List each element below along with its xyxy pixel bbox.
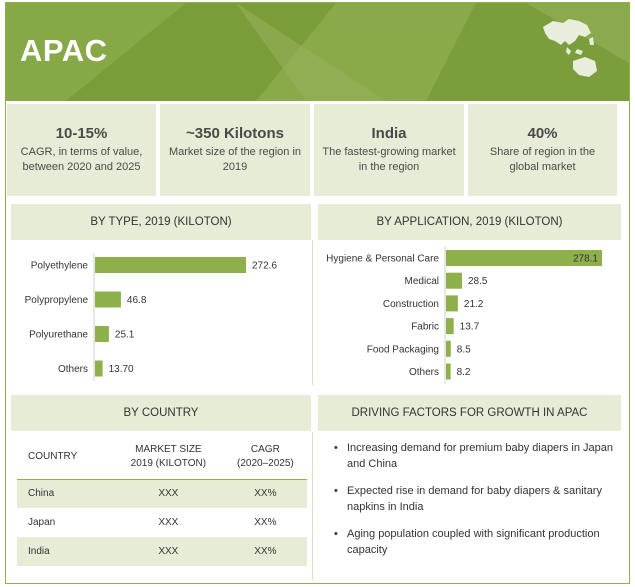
bar [446, 250, 602, 266]
kpi-fastest-growing: India The fastest-growing market in the … [314, 104, 464, 196]
kpi-value: 10-15% [55, 125, 108, 142]
value-label: 278.1 [573, 254, 598, 265]
category-label: Fabric [411, 322, 439, 333]
by-application-chart: Hygiene & Personal Care 278.1 Medical 28.5 C… [326, 246, 602, 384]
country-cell: India [17, 537, 113, 566]
kpi-row: 10-15% CAGR, in terms of value, between … [7, 104, 617, 196]
category-label: Polyethylene [31, 261, 89, 272]
column-divider [312, 432, 313, 580]
kpi-caption: CAGR, in terms of value, between 2020 an… [20, 146, 143, 173]
kpi-share: 40% Share of region in the global market [468, 104, 617, 196]
cagr-cell: XX% [223, 537, 307, 566]
by-type-chart: Polyethylene 272.6 Polypropylene 46.8 Polyur… [25, 253, 277, 381]
by-country-heading: BY COUNTRY [11, 395, 311, 431]
column-divider [312, 240, 313, 385]
infographic-frame: APAC [5, 2, 630, 584]
bar [95, 326, 109, 342]
by-type-heading: BY TYPE, 2019 (KILOTON) [11, 204, 311, 240]
value-label: 13.7 [460, 322, 480, 333]
list-item: Increasing demand for premium baby diape… [333, 440, 613, 472]
market-size-cell: XXX [158, 517, 179, 528]
country-table: COUNTRY MARKET SIZE 2019 (KILOTON) CAGR … [17, 435, 307, 566]
value-label: 8.2 [457, 367, 471, 378]
bar [95, 257, 246, 273]
table-row: Japan XXX XX% [17, 508, 307, 537]
list-item: Expected rise in demand for baby diapers… [333, 483, 613, 515]
category-label: Hygiene & Personal Care [326, 254, 439, 265]
bar [446, 363, 451, 380]
category-label: Medical [405, 276, 439, 287]
market-size-cell: XXX [113, 479, 224, 508]
value-label: 46.8 [127, 295, 147, 306]
value-label: 272.6 [252, 261, 277, 272]
value-label: 8.5 [457, 344, 471, 355]
category-label: Food Packaging [367, 344, 439, 355]
bar [446, 272, 462, 289]
country-cell: Japan [28, 517, 56, 528]
category-label: Polyurethane [29, 330, 88, 341]
table-row: India XXX XX% [17, 537, 307, 566]
cagr-cell: XX% [223, 479, 307, 508]
bar [95, 360, 103, 377]
table-header-row: COUNTRY MARKET SIZE 2019 (KILOTON) CAGR … [17, 435, 307, 480]
category-label: Others [409, 367, 439, 378]
kpi-cagr: 10-15% CAGR, in terms of value, between … [7, 104, 156, 196]
bar [446, 295, 458, 312]
column-header-market-size: MARKET SIZE 2019 (KILOTON) [113, 435, 224, 480]
kpi-value: India [371, 125, 407, 142]
header-banner: APAC [6, 3, 629, 101]
table-row: China XXX XX% [17, 479, 307, 508]
category-label: Others [58, 364, 88, 375]
bar [446, 318, 454, 335]
driving-factors-list: Increasing demand for premium baby diape… [333, 440, 613, 569]
market-size-cell: XXX [113, 537, 224, 566]
bar [95, 291, 121, 308]
driving-factors-heading: DRIVING FACTORS FOR GROWTH IN APAC [318, 395, 621, 431]
header-pattern [6, 3, 629, 101]
kpi-caption: Market size of the region in 2019 [168, 146, 302, 173]
kpi-market-size: ~350 Kilotons Market size of the region … [160, 104, 310, 196]
kpi-caption: Share of region in the global market [489, 146, 596, 173]
column-header-cagr: CAGR (2020–2025) [223, 435, 307, 480]
list-item: Aging population coupled with significan… [333, 526, 613, 558]
value-label: 28.5 [468, 276, 488, 287]
page-title: APAC [20, 33, 108, 68]
value-label: 13.70 [109, 364, 134, 375]
by-application-heading: BY APPLICATION, 2019 (KILOTON) [318, 204, 621, 240]
cagr-cell: XX% [254, 517, 277, 528]
category-label: Construction [383, 299, 439, 310]
value-label: 21.2 [464, 299, 484, 310]
asia-pacific-map-icon [543, 19, 597, 77]
value-label: 25.1 [115, 330, 135, 341]
country-cell: China [17, 479, 113, 508]
category-label: Polypropylene [25, 295, 89, 306]
kpi-caption: The fastest-growing market in the region [322, 146, 456, 173]
column-header-country: COUNTRY [17, 435, 113, 480]
bar [446, 340, 451, 357]
kpi-value: ~350 Kilotons [186, 125, 284, 142]
kpi-value: 40% [527, 125, 558, 142]
